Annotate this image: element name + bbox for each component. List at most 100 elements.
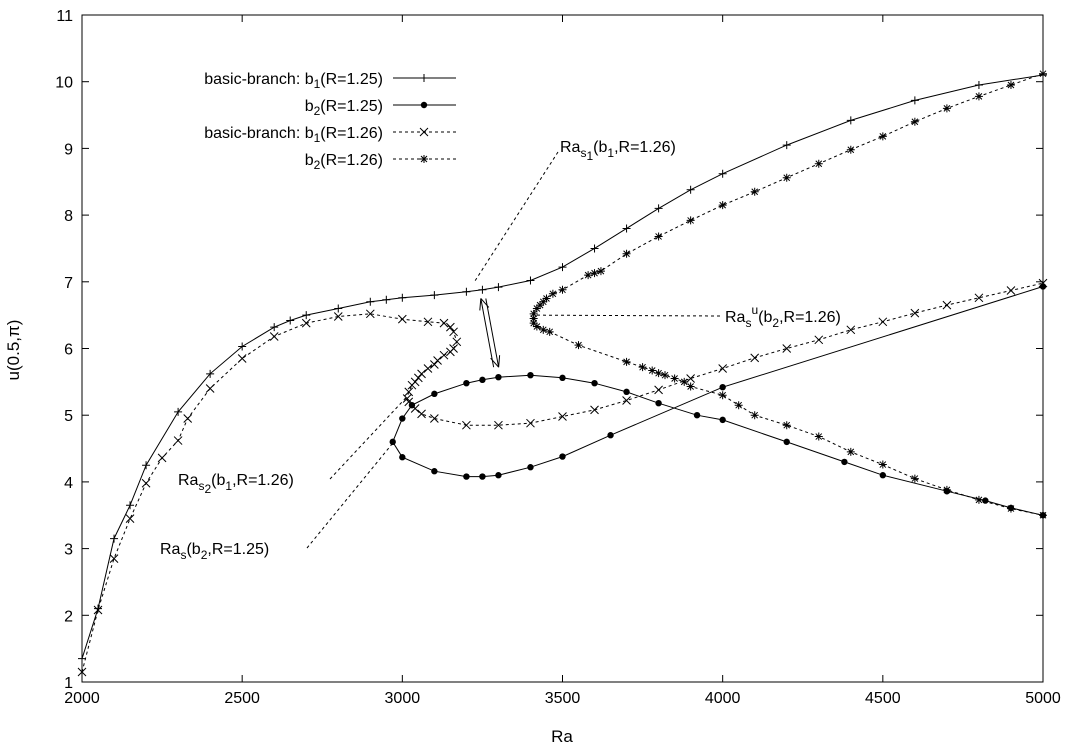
data-point-3 bbox=[539, 325, 548, 334]
data-point-3 bbox=[910, 474, 919, 483]
annotation-prefix: Ra bbox=[560, 139, 581, 156]
data-point-0 bbox=[462, 287, 471, 296]
annotation-sub2: 1 bbox=[225, 479, 232, 493]
data-point-1 bbox=[559, 374, 566, 382]
annotation-sub: s bbox=[180, 548, 186, 562]
data-point-0 bbox=[382, 295, 391, 304]
data-point-1 bbox=[463, 473, 470, 480]
series-line-2 bbox=[81, 282, 1044, 673]
data-point-3 bbox=[532, 304, 541, 313]
annotation-suffix: (b bbox=[186, 541, 200, 558]
data-point-0 bbox=[654, 204, 663, 213]
data-point-1 bbox=[693, 412, 701, 419]
data-point-0 bbox=[590, 244, 599, 253]
data-point-2 bbox=[237, 354, 247, 363]
data-point-1 bbox=[719, 416, 726, 424]
data-point-0 bbox=[174, 407, 183, 416]
data-point-3 bbox=[661, 371, 670, 380]
data-point-2 bbox=[173, 436, 183, 445]
double-arrow-shaft bbox=[480, 298, 500, 368]
annotation-prefix: Ra bbox=[725, 309, 746, 326]
data-point-2 bbox=[452, 337, 462, 347]
data-point-2 bbox=[301, 318, 311, 328]
annotation-sub: s bbox=[580, 146, 586, 160]
data-point-2 bbox=[439, 350, 449, 360]
legend-label-suffix: (R=1.25) bbox=[320, 98, 383, 115]
x-tick-label: 4000 bbox=[705, 690, 741, 707]
x-tick-label: 5000 bbox=[1025, 690, 1061, 707]
data-point-2 bbox=[417, 369, 426, 379]
annotation-leader-ras1 bbox=[473, 151, 559, 283]
data-point-0 bbox=[286, 316, 295, 325]
data-point-0 bbox=[846, 116, 855, 125]
annotation-tail: ,R=1.26) bbox=[779, 309, 841, 326]
data-point-0 bbox=[494, 283, 503, 292]
data-point-2 bbox=[686, 374, 695, 383]
data-point-1 bbox=[623, 388, 630, 396]
arrow-head-down bbox=[490, 355, 501, 368]
data-point-3 bbox=[532, 322, 541, 331]
data-point-1 bbox=[527, 371, 534, 379]
data-point-2 bbox=[141, 478, 151, 488]
legend-marker-3 bbox=[420, 155, 428, 163]
data-point-3 bbox=[686, 382, 695, 391]
x-tick-label: 3000 bbox=[385, 690, 421, 707]
data-point-3 bbox=[590, 269, 599, 278]
data-point-3 bbox=[536, 301, 545, 310]
data-point-3 bbox=[686, 216, 695, 225]
data-point-0 bbox=[398, 293, 407, 302]
annotation-tail: ,R=1.26) bbox=[614, 139, 676, 156]
x-axis-label: Ra bbox=[551, 727, 573, 746]
data-point-2 bbox=[433, 356, 442, 365]
legend-label-sub: 2 bbox=[314, 158, 321, 172]
data-point-2 bbox=[439, 318, 449, 328]
data-point-3 bbox=[670, 374, 679, 383]
y-tick-label: 4 bbox=[64, 475, 73, 492]
annotation-sub2: 2 bbox=[772, 316, 779, 330]
legend-marker-2 bbox=[419, 127, 429, 137]
data-point-1 bbox=[591, 379, 598, 387]
arrow-head-up bbox=[479, 298, 490, 311]
data-point-2 bbox=[407, 380, 417, 390]
annotation-leader-rasu bbox=[536, 314, 721, 317]
data-point-3 bbox=[942, 485, 951, 494]
annotation-suffix: (b bbox=[758, 309, 772, 326]
legend-label-prefix: b bbox=[305, 152, 314, 169]
data-point-1 bbox=[841, 458, 848, 466]
data-point-2 bbox=[397, 314, 407, 324]
data-point-2 bbox=[410, 404, 420, 413]
legend-label-0: basic-branch: b1(R=1.25) bbox=[204, 71, 383, 91]
data-point-3 bbox=[1006, 81, 1015, 90]
data-point-0 bbox=[206, 369, 215, 378]
data-point-0 bbox=[910, 96, 919, 105]
x-tick-label: 4500 bbox=[865, 690, 901, 707]
data-point-3 bbox=[574, 341, 583, 350]
data-point-2 bbox=[109, 554, 119, 563]
y-tick-label: 7 bbox=[64, 275, 73, 292]
data-point-2 bbox=[417, 409, 426, 419]
x-tick-label: 2500 bbox=[224, 690, 260, 707]
data-point-2 bbox=[878, 317, 888, 327]
chart-marks bbox=[77, 69, 1048, 677]
data-point-3 bbox=[878, 132, 887, 141]
data-point-3 bbox=[545, 327, 554, 336]
annotation-suffix: (b bbox=[593, 139, 607, 156]
data-point-2 bbox=[974, 293, 984, 303]
data-point-3 bbox=[654, 369, 663, 378]
data-point-2 bbox=[449, 327, 458, 337]
data-point-2 bbox=[446, 322, 455, 332]
annotation-leader-ras bbox=[306, 442, 394, 549]
data-point-1 bbox=[559, 453, 566, 460]
data-point-3 bbox=[846, 145, 855, 154]
data-point-3 bbox=[529, 314, 538, 323]
data-point-0 bbox=[430, 291, 439, 300]
data-point-1 bbox=[607, 432, 614, 439]
data-point-3 bbox=[529, 309, 538, 318]
data-point-3 bbox=[1006, 504, 1015, 513]
data-point-3 bbox=[548, 289, 557, 298]
data-point-2 bbox=[125, 514, 135, 523]
data-point-3 bbox=[814, 159, 823, 168]
data-point-3 bbox=[680, 377, 689, 386]
legend-label-prefix: basic-branch: b bbox=[204, 71, 313, 88]
